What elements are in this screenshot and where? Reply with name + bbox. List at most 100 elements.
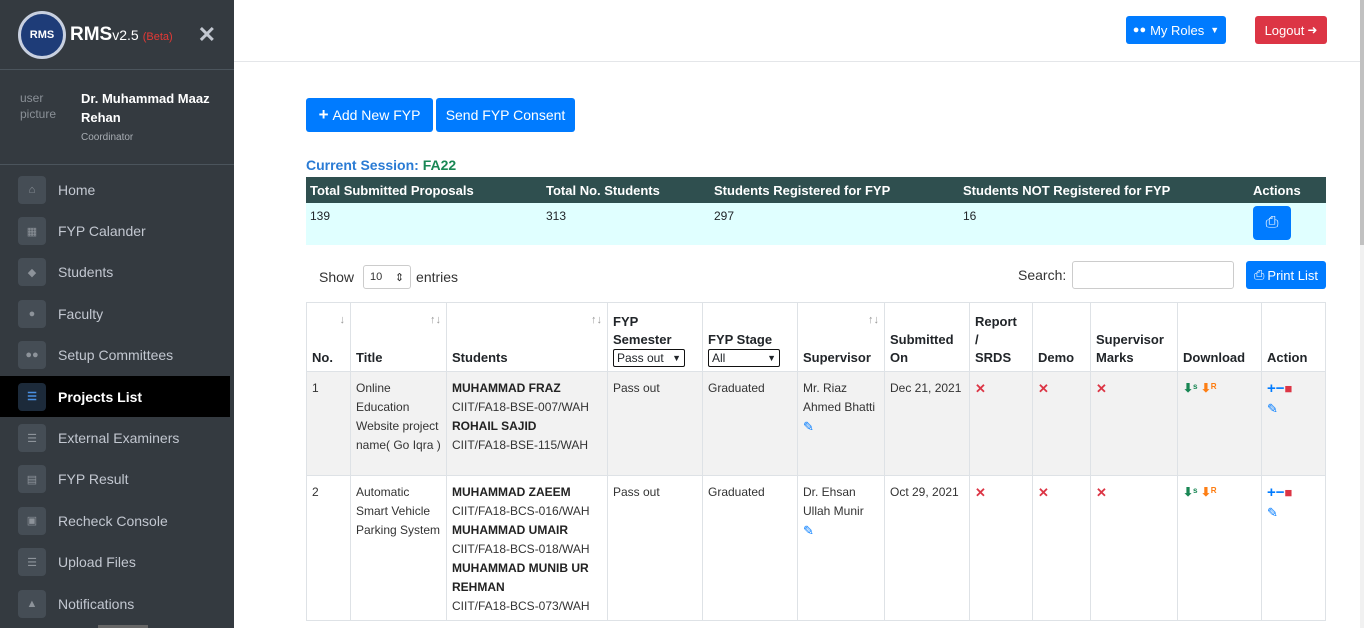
cross-icon: ✕: [975, 485, 986, 500]
row-no: 2: [306, 475, 351, 621]
sidebar-item-fyp-calander[interactable]: ▦ FYP Calander: [0, 210, 234, 251]
download-srs-icon[interactable]: ⬇ˢ: [1183, 381, 1198, 395]
sidebar-item-setup-committees[interactable]: ●● Setup Committees: [0, 335, 234, 376]
download-srs-icon[interactable]: ⬇ˢ: [1183, 485, 1198, 499]
chevron-down-icon: ▼: [672, 353, 681, 363]
sort-icon: ↑↓: [868, 314, 879, 326]
brand-name: RMSv2.5 (Beta): [70, 23, 173, 45]
updown-icon: ⇕: [394, 271, 405, 284]
table-row: 2 Automatic Smart Vehicle Parking System…: [306, 475, 1326, 621]
sidebar-item-projects-list[interactable]: ☰ Projects List: [0, 375, 230, 418]
semester-filter-select[interactable]: Pass out ▼: [613, 349, 685, 367]
home-icon: ⌂: [18, 175, 46, 204]
print-icon: ⎙: [1265, 214, 1279, 231]
users-icon: ●●: [1132, 24, 1147, 36]
graduation-cap-icon: ◆: [18, 258, 46, 287]
sidebar-nav: ⌂ Home ▦ FYP Calander ◆ Students ● Faculty ●…: [0, 165, 234, 624]
cross-icon: ✕: [1096, 485, 1107, 500]
bell-icon: ▲: [18, 589, 46, 618]
row-supervisor: Dr. Ehsan Ullah Munir ✎: [797, 475, 885, 621]
minus-icon[interactable]: −: [1275, 380, 1285, 397]
col-action: Action: [1261, 302, 1326, 372]
sidebar-item-faculty[interactable]: ● Faculty: [0, 293, 234, 334]
row-semester: Pass out: [607, 371, 703, 476]
users-icon: ●●: [18, 341, 46, 370]
row-no: 1: [306, 371, 351, 476]
summary-actions: ⎙: [1249, 203, 1326, 245]
close-icon[interactable]: ✕: [197, 22, 216, 47]
download-report-icon[interactable]: ⬇ᴿ: [1200, 485, 1217, 499]
col-submitted[interactable]: Submitted On: [884, 302, 970, 372]
col-title[interactable]: ↑↓ Title: [350, 302, 447, 372]
top-bar: ●● My Roles ▼ Logout ➜: [234, 0, 1364, 62]
summary-header: Total No. Students: [542, 177, 710, 203]
vertical-scrollbar[interactable]: [1360, 0, 1364, 628]
user-icon: ●: [18, 299, 46, 328]
cross-icon: ✕: [1038, 381, 1049, 396]
print-summary-button[interactable]: ⎙: [1253, 206, 1291, 240]
edit-icon[interactable]: ✎: [803, 523, 814, 538]
calendar-icon: ▦: [18, 217, 46, 246]
sidebar-item-upload-files[interactable]: ☰ Upload Files: [0, 542, 234, 583]
stage-filter-select[interactable]: All ▼: [708, 349, 780, 367]
trash-icon[interactable]: ■: [1284, 485, 1293, 500]
sidebar-item-recheck-console[interactable]: ▣ Recheck Console: [0, 500, 234, 541]
search-input[interactable]: [1072, 261, 1235, 289]
download-report-icon[interactable]: ⬇ᴿ: [1200, 381, 1217, 395]
row-stage: Graduated: [702, 475, 798, 621]
send-fyp-consent-button[interactable]: Send FYP Consent: [436, 98, 575, 132]
row-report: ✕: [969, 475, 1033, 621]
projects-table: ↓ No. ↑↓ Title ↑↓ Students FYP Semester Pas…: [306, 302, 1326, 621]
row-demo: ✕: [1032, 475, 1091, 621]
plus-icon[interactable]: +: [1267, 380, 1276, 397]
print-list-button[interactable]: ⎙ Print List: [1246, 261, 1326, 289]
clipboard-check-icon: ▣: [18, 506, 46, 535]
sidebar-scrollbar[interactable]: [98, 625, 148, 628]
logo: RMS: [18, 10, 66, 59]
col-report: Report / SRDS: [969, 302, 1033, 372]
user-role: Coordinator: [81, 132, 134, 143]
edit-icon[interactable]: ✎: [1267, 505, 1278, 520]
caret-down-icon: ▼: [1210, 25, 1220, 35]
row-report: ✕: [969, 371, 1033, 476]
minus-icon[interactable]: −: [1275, 484, 1285, 501]
user-name[interactable]: Dr. Muhammad Maaz Rehan: [81, 91, 210, 125]
sort-icon: ↑↓: [430, 314, 441, 326]
summary-header: Students NOT Registered for FYP: [959, 177, 1249, 203]
edit-icon[interactable]: ✎: [1267, 401, 1278, 416]
sidebar-item-students[interactable]: ◆ Students: [0, 252, 234, 293]
brand[interactable]: RMS RMSv2.5 (Beta) ✕: [0, 0, 234, 70]
print-icon: ⎙: [1254, 267, 1265, 282]
row-title: Automatic Smart Vehicle Parking System: [350, 475, 447, 621]
my-roles-dropdown[interactable]: ●● My Roles ▼: [1126, 16, 1226, 44]
scrollbar-thumb[interactable]: [1360, 0, 1364, 245]
sort-icon: ↑↓: [591, 314, 602, 326]
add-new-fyp-button[interactable]: + Add New FYP: [306, 98, 433, 132]
entries-select[interactable]: 10 ⇕: [363, 265, 412, 289]
summary-header: Actions: [1249, 177, 1326, 203]
chevron-down-icon: ▼: [767, 353, 776, 363]
sidebar-item-fyp-result[interactable]: ▤ FYP Result: [0, 459, 234, 500]
sidebar: RMS RMSv2.5 (Beta) ✕ user picture Dr. Muh…: [0, 0, 234, 628]
row-action: +−■ ✎: [1261, 475, 1326, 621]
col-no[interactable]: ↓ No.: [306, 302, 351, 372]
plus-icon[interactable]: +: [1267, 484, 1276, 501]
summary-header: Total Submitted Proposals: [306, 177, 542, 203]
logout-button[interactable]: Logout ➜: [1255, 16, 1327, 44]
sidebar-item-external-examiners[interactable]: ☰ External Examiners: [0, 417, 234, 458]
summary-value: 297: [710, 203, 959, 245]
edit-icon[interactable]: ✎: [803, 419, 814, 434]
sidebar-item-home[interactable]: ⌂ Home: [0, 169, 234, 210]
summary-table: Total Submitted Proposals Total No. Stud…: [306, 177, 1326, 245]
col-supervisor[interactable]: ↑↓ Supervisor: [797, 302, 885, 372]
summary-header: Students Registered for FYP: [710, 177, 959, 203]
row-supervisor: Mr. Riaz Ahmed Bhatti ✎: [797, 371, 885, 476]
row-semester: Pass out: [607, 475, 703, 621]
col-stage: FYP Stage All ▼: [702, 302, 798, 372]
sidebar-item-notifications[interactable]: ▲ Notifications: [0, 583, 234, 624]
row-marks: ✕: [1090, 371, 1178, 476]
trash-icon[interactable]: ■: [1284, 381, 1293, 396]
col-students[interactable]: ↑↓ Students: [446, 302, 608, 372]
row-students: MUHAMMAD ZAEEM CIIT/FA18-BCS-016/WAH MUH…: [446, 475, 608, 621]
main-content: + Add New FYP Send FYP Consent Current S…: [234, 62, 1364, 628]
